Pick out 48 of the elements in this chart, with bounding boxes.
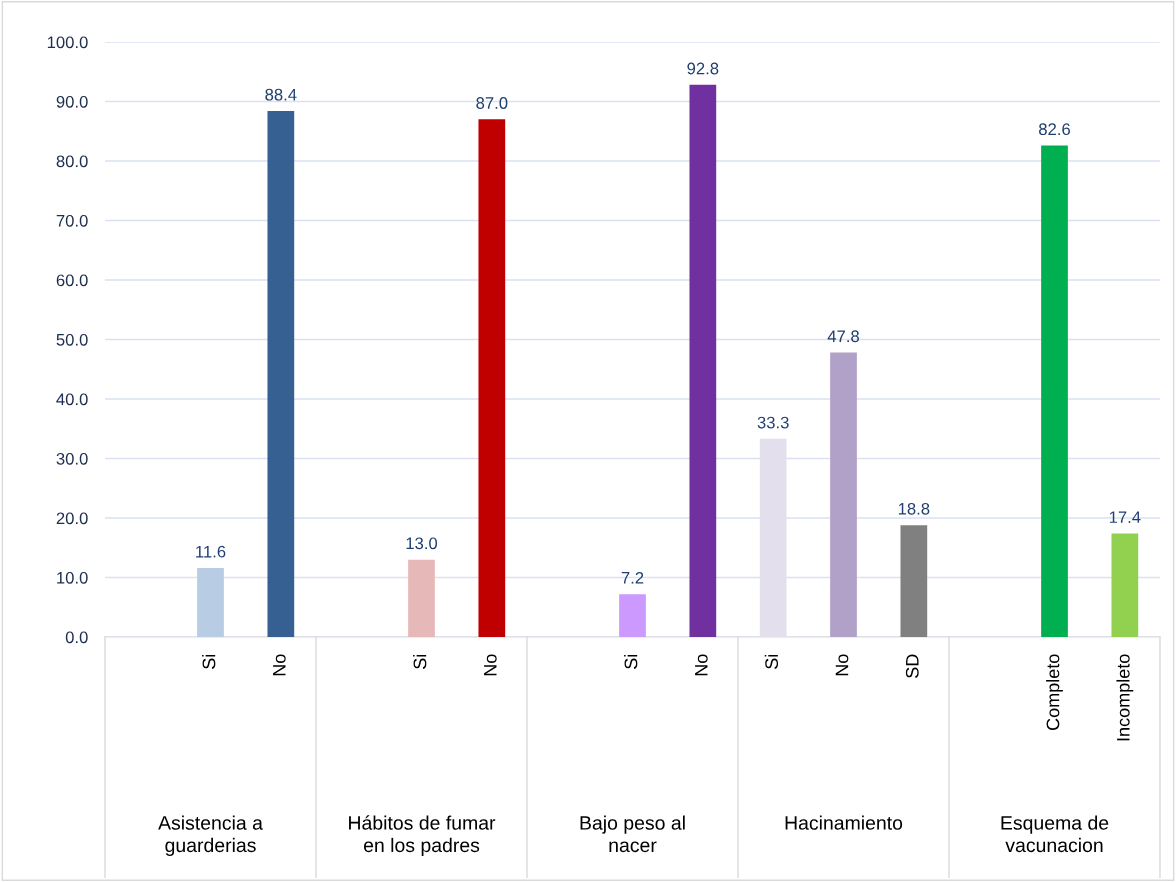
data-label: 17.4 — [1109, 511, 1141, 523]
text: Bajo peso al nacer — [580, 815, 685, 853]
data-label: 47.8 — [827, 330, 859, 343]
data-label: 92.8 — [687, 62, 719, 75]
bar — [267, 111, 295, 637]
text: Asistencia a guarderias — [158, 815, 263, 856]
data-label: 87.0 — [476, 97, 508, 109]
text: Hacinamiento — [785, 815, 903, 830]
data-label: 18.8 — [898, 502, 930, 515]
bar — [197, 567, 224, 637]
y-tick-label: 30.0 — [56, 452, 88, 465]
bar — [900, 525, 928, 637]
bar — [1111, 533, 1139, 637]
data-label: 33.3 — [757, 416, 789, 429]
bar — [619, 594, 646, 637]
y-tick-label: 70.0 — [56, 214, 88, 227]
text: Hábitos de fumar en los padres — [349, 815, 496, 856]
x-tick-label: Si — [202, 654, 216, 669]
x-tick-label: Incompleto — [1116, 654, 1134, 741]
y-tick-label: 40.0 — [56, 393, 88, 406]
bar — [1041, 145, 1068, 637]
x-tick-label: Si — [624, 654, 638, 669]
bar — [689, 84, 717, 637]
x-tick-label: Si — [764, 654, 779, 669]
x-tick-label: No — [273, 654, 286, 676]
x-tick-label: No — [695, 654, 708, 676]
data-label: 82.6 — [1039, 123, 1070, 136]
data-label: 88.4 — [265, 88, 297, 101]
bar — [408, 559, 435, 637]
y-tick-label: 80.0 — [56, 155, 88, 168]
bar — [478, 119, 506, 637]
y-tick-label: 0.0 — [65, 631, 88, 644]
y-tick-label: 20.0 — [56, 512, 88, 525]
x-tick-label: No — [835, 654, 849, 676]
y-tick-label: 100.0 — [47, 36, 88, 49]
bar — [830, 352, 857, 637]
y-tick-label: 90.0 — [56, 95, 88, 108]
data-label: 11.6 — [196, 545, 226, 558]
y-tick-label: 10.0 — [57, 571, 88, 584]
y-tick-label: 50.0 — [56, 333, 88, 346]
x-tick-label: No — [484, 654, 497, 676]
y-tick-label: 60.0 — [56, 274, 88, 287]
x-tick-label: Si — [413, 654, 427, 669]
text: Esquema de vacunacion — [1001, 815, 1109, 853]
data-label: 7.2 — [621, 571, 644, 584]
data-label: 13.0 — [406, 537, 438, 550]
x-tick-label: SD — [905, 654, 919, 678]
x-tick-label: Completo — [1046, 654, 1063, 731]
